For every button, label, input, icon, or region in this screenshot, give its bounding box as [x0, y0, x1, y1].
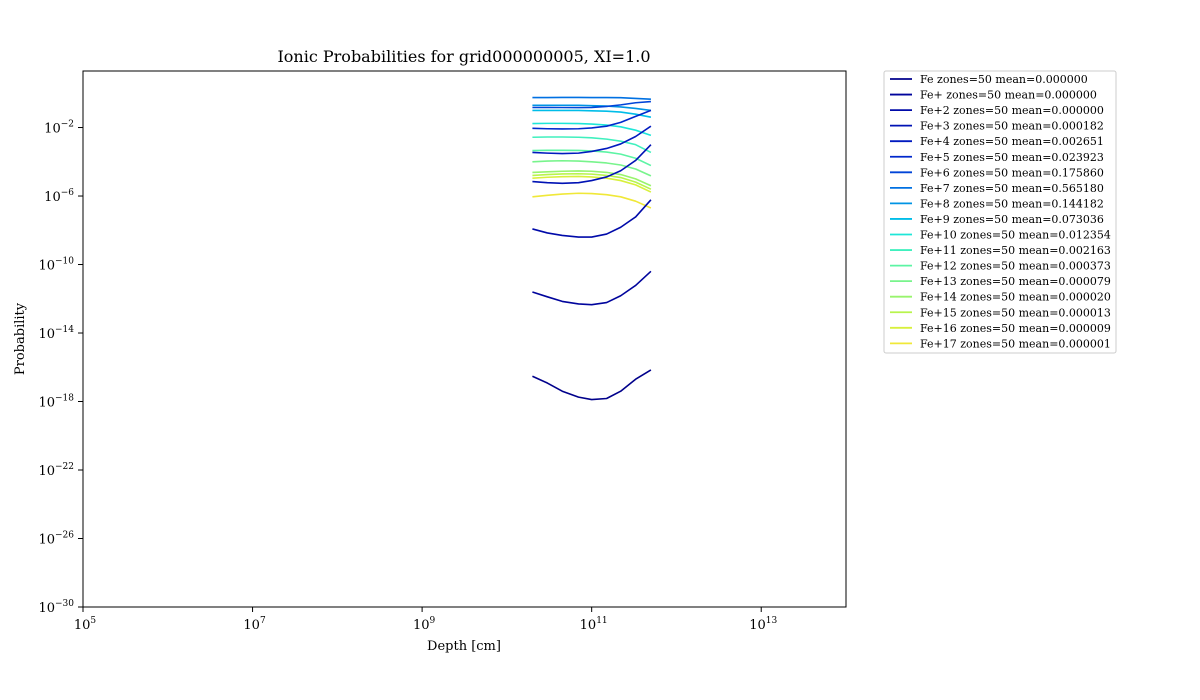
series-line: [532, 170, 652, 187]
legend-entries: Fe zones=50 mean=0.000000 Fe+ zones=50 me…: [890, 73, 1111, 350]
series-line: [532, 109, 652, 130]
series-line: [532, 144, 652, 185]
series-line: [532, 122, 652, 137]
legend-entry-label: Fe+2 zones=50 mean=0.000000: [920, 104, 1104, 117]
series-line: [532, 172, 652, 190]
legend-entry-label: Fe+17 zones=50 mean=0.000001: [920, 337, 1111, 350]
y-tick-label: 10−6: [44, 188, 74, 205]
legend-entry-label: Fe+5 zones=50 mean=0.023923: [920, 151, 1104, 164]
legend-entry-label: Fe+8 zones=50 mean=0.144182: [920, 197, 1104, 210]
x-tick-label: 109: [413, 616, 436, 633]
x-tick-label: 105: [74, 616, 97, 633]
legend-box: [883, 70, 1117, 354]
legend-entry-label: Fe+10 zones=50 mean=0.012354: [920, 229, 1111, 242]
y-tick-label: 10−10: [38, 257, 74, 274]
series-line: [532, 109, 652, 119]
x-axis-label: Depth [cm]: [427, 639, 501, 654]
y-tick-label: 10−22: [38, 462, 74, 479]
legend-entry-label: Fe+9 zones=50 mean=0.073036: [920, 213, 1104, 226]
chart-title: Ionic Probabilities for grid000000005, X…: [277, 47, 650, 66]
series-line: [532, 104, 652, 112]
legend-entry-label: Fe+11 zones=50 mean=0.002163: [920, 244, 1111, 257]
legend-entry-label: Fe zones=50 mean=0.000000: [920, 73, 1088, 86]
x-axis-ticks: 105 107 109 1011 1013: [74, 607, 777, 633]
x-tick-label: 107: [243, 616, 266, 633]
plot-area-frame: [82, 70, 847, 608]
legend-entry-label: Fe+14 zones=50 mean=0.000020: [920, 291, 1111, 304]
series-line: [532, 270, 652, 306]
series-line: [532, 100, 651, 109]
y-tick-label: 10−18: [38, 394, 74, 411]
series-line: [532, 369, 652, 401]
series-line: [532, 175, 652, 193]
y-tick-label: 10−30: [38, 599, 74, 616]
legend-entry-label: Fe+3 zones=50 mean=0.000182: [920, 120, 1104, 133]
y-tick-label: 10−14: [38, 325, 74, 342]
series-line: [532, 192, 652, 209]
legend-entry-label: Fe+15 zones=50 mean=0.000013: [920, 306, 1111, 319]
series-lines: [532, 96, 652, 401]
x-tick-label: 1013: [749, 616, 777, 633]
series-line: [532, 199, 652, 238]
series-line: [532, 159, 652, 177]
legend-entry-label: Fe+12 zones=50 mean=0.000373: [920, 260, 1111, 273]
legend-entry-label: Fe+13 zones=50 mean=0.000079: [920, 275, 1111, 288]
legend-entry-label: Fe+ zones=50 mean=0.000000: [920, 89, 1097, 102]
legend: Fe zones=50 mean=0.000000 Fe+ zones=50 me…: [883, 70, 1117, 354]
y-tick-label: 10−2: [44, 120, 74, 137]
legend-entry-label: Fe+4 zones=50 mean=0.002651: [920, 135, 1104, 148]
legend-entry-label: Fe+6 zones=50 mean=0.175860: [920, 166, 1104, 179]
legend-entry-label: Fe+7 zones=50 mean=0.565180: [920, 182, 1104, 195]
series-line: [532, 96, 651, 101]
series-line: [532, 125, 652, 155]
y-axis-label: Probability: [13, 302, 28, 375]
y-tick-label: 10−26: [38, 531, 74, 548]
x-tick-label: 1011: [580, 616, 608, 633]
y-axis-ticks: 10−2 10−6 10−10 10−14 10−18 10−22 10−26 10−30: [38, 120, 83, 616]
legend-entry-label: Fe+16 zones=50 mean=0.000009: [920, 322, 1111, 335]
series-line: [532, 136, 652, 154]
